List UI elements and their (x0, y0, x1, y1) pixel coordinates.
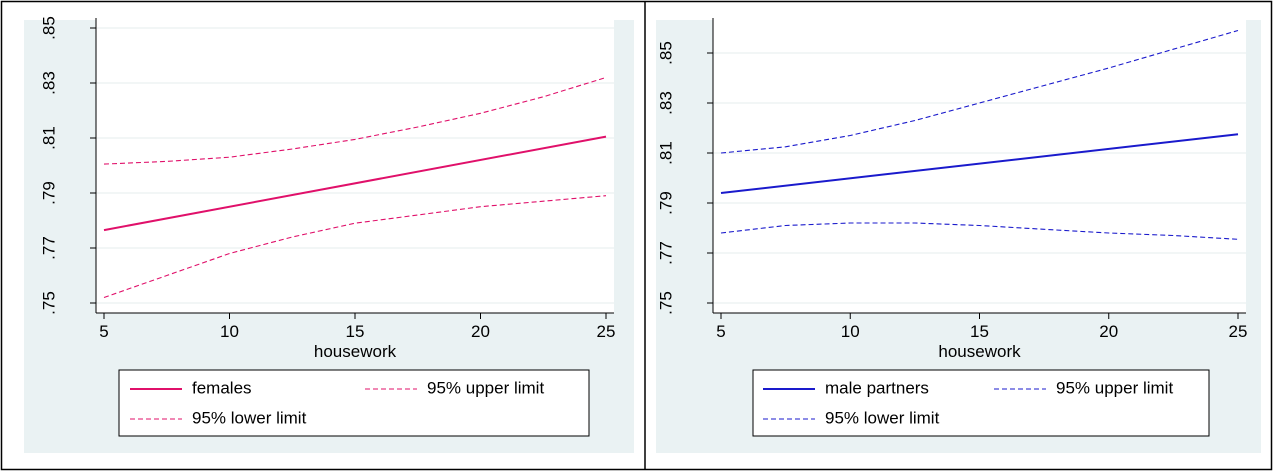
legend-label: male partners (825, 378, 929, 397)
legend-label: females (192, 378, 252, 397)
plot-area (713, 18, 1246, 313)
legend-label: 95% upper limit (427, 378, 544, 397)
legend-box (752, 369, 1210, 437)
legend-label: 95% lower limit (825, 408, 940, 427)
chart-panel-1: .75 .77 .79 .81 .83 .85 5 10 15 20 25 housework fema… (24, 16, 634, 453)
y-tick-label: .81 (39, 126, 58, 150)
y-tick-label: .77 (656, 241, 675, 265)
x-tick-label: 15 (346, 322, 365, 341)
y-tick-label: .81 (656, 141, 675, 165)
x-tick-label: 25 (1229, 322, 1248, 341)
x-tick-label: 20 (471, 322, 490, 341)
y-tick-label: .79 (39, 181, 58, 205)
x-tick-label: 5 (716, 322, 725, 341)
y-tick-label: .75 (39, 291, 58, 315)
series-line-2 (720, 29, 1239, 154)
series-line-3 (103, 195, 607, 299)
y-tick-label: .85 (39, 16, 58, 40)
legend-label: 95% lower limit (192, 408, 307, 427)
y-tick-label: .79 (656, 191, 675, 215)
x-tick-label: 20 (1099, 322, 1118, 341)
series-line-2 (103, 76, 607, 165)
x-tick-label: 25 (597, 322, 616, 341)
series-line-1 (720, 133, 1239, 194)
series-line-3 (720, 222, 1239, 240)
y-tick-label: .75 (656, 291, 675, 315)
x-axis-title: housework (938, 342, 1021, 361)
chart-panel-2: .75 .77 .79 .81 .83 .85 5 10 15 20 25 housework male… (656, 18, 1261, 453)
y-tick-label: .77 (39, 236, 58, 260)
x-tick-label: 10 (220, 322, 239, 341)
x-tick-label: 5 (99, 322, 108, 341)
y-tick-label: .85 (656, 41, 675, 65)
plot-area (96, 18, 614, 313)
x-tick-label: 10 (841, 322, 860, 341)
legend-label: 95% upper limit (1056, 378, 1173, 397)
y-tick-label: .83 (656, 91, 675, 115)
legend-box (118, 369, 590, 437)
x-tick-label: 15 (970, 322, 989, 341)
y-tick-label: .83 (39, 71, 58, 95)
x-axis-title: housework (314, 342, 397, 361)
series-line-1 (103, 135, 607, 232)
